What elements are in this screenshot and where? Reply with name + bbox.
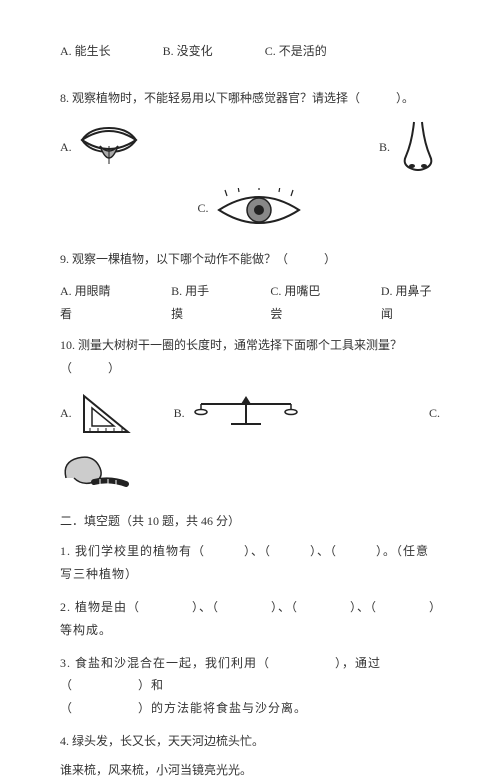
q9-stem: 9. 观察一棵植物，以下哪个动作不能做？（ ） (60, 248, 440, 271)
q10-stem: 10. 测量大树树干一圈的长度时，通常选择下面哪个工具来测量？（ ） (60, 334, 440, 380)
s2-q2: 2. 植物是由（ ）、（ ）、（ ）、（ ）等构成。 (60, 596, 440, 642)
q10-row-abc: A. B. (60, 390, 440, 438)
measuring-tape-icon (60, 448, 130, 492)
q8-label-b: B. (379, 136, 390, 159)
q9-option-b: B. 用手摸 (171, 280, 218, 326)
q8-label-c: C. (197, 197, 208, 220)
q9-option-a: A. 用眼睛看 (60, 280, 119, 326)
q8-stem: 8. 观察植物时，不能轻易用以下哪种感觉器官？请选择（ ）。 (60, 87, 440, 110)
nose-icon (396, 120, 440, 176)
q9-options-row: A. 用眼睛看 B. 用手摸 C. 用嘴巴尝 D. 用鼻子闻 (60, 280, 440, 326)
s2-q3a: 3. 食盐和沙混合在一起，我们利用（ ），通过（ ）和 (60, 652, 440, 698)
section2-title: 二．填空题（共 10 题，共 46 分） (60, 510, 440, 533)
worksheet-page: A. 能生长 B. 没变化 C. 不是活的 8. 观察植物时，不能轻易用以下哪种… (0, 0, 500, 707)
triangle-ruler-icon (78, 390, 134, 438)
balance-scale-icon (191, 394, 301, 434)
q7-options-row: A. 能生长 B. 没变化 C. 不是活的 (60, 40, 440, 63)
q7-option-c: C. 不是活的 (265, 40, 327, 63)
q9-option-c: C. 用嘴巴尝 (270, 280, 329, 326)
q10-label-a: A. (60, 402, 72, 425)
mouth-tongue-icon (78, 126, 140, 170)
q8-row-c: C. (60, 188, 440, 230)
s2-q4a: 4. 绿头发，长又长，天天河边梳头忙。 (60, 730, 440, 753)
q8-row-ab: A. B. (60, 120, 440, 176)
s2-q4b: 谁来梳，风来梳，小河当镜亮光光。 (60, 759, 440, 782)
q10-label-b: B. (174, 402, 185, 425)
q7-option-a: A. 能生长 (60, 40, 111, 63)
q10-row-c-img (60, 448, 440, 492)
q10-label-c: C. (429, 402, 440, 425)
q7-option-b: B. 没变化 (163, 40, 213, 63)
q8-label-a: A. (60, 136, 72, 159)
s2-q1: 1. 我们学校里的植物有（ ）、（ ）、（ ）。（任意写三种植物） (60, 540, 440, 586)
q9-option-d: D. 用鼻子闻 (381, 280, 440, 326)
eye-icon (215, 188, 303, 230)
s2-q3b: （ ）的方法能将食盐与沙分离。 (60, 697, 440, 720)
